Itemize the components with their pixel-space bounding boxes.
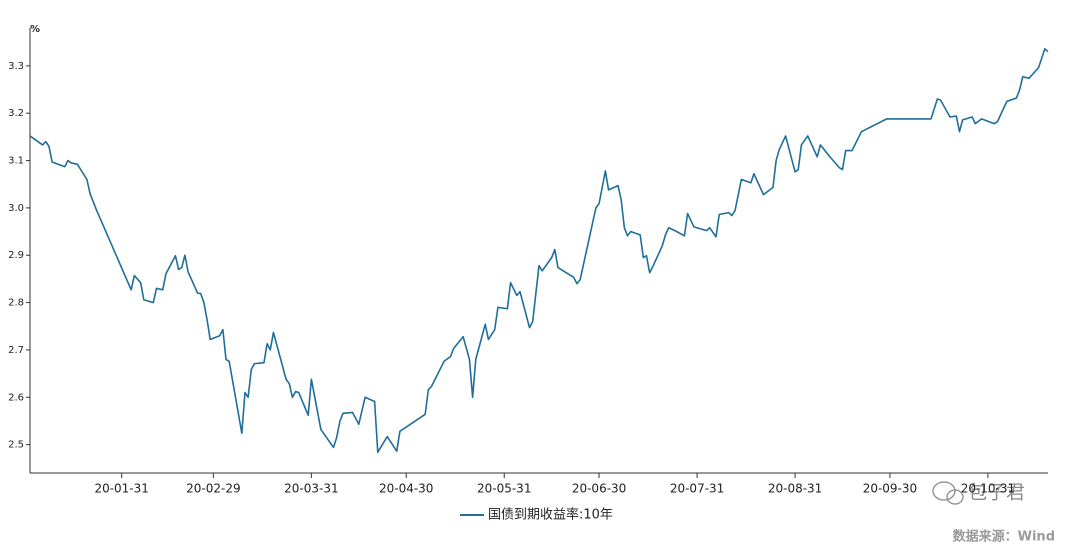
y-tick-label: 3.3 — [8, 61, 24, 72]
unit-label: % — [30, 24, 40, 35]
y-tick-label: 3.2 — [8, 108, 24, 119]
y-tick-label: 2.5 — [8, 440, 24, 451]
x-tick-label: 20-01-31 — [94, 482, 148, 496]
y-tick-label: 3.1 — [8, 156, 24, 167]
x-tick-label: 20-06-30 — [572, 482, 626, 496]
source-note: 数据来源：Wind — [953, 529, 1055, 545]
y-tick-label: 3.0 — [8, 203, 24, 214]
x-tick-label: 20-04-30 — [379, 482, 433, 496]
y-tick-label: 2.6 — [8, 392, 24, 403]
x-tick-label: 20-08-31 — [768, 482, 822, 496]
y-tick-label: 2.8 — [8, 298, 24, 309]
x-tick-label: 20-05-31 — [477, 482, 531, 496]
series-line — [29, 48, 1049, 453]
x-tick-label: 20-02-29 — [186, 482, 240, 496]
y-tick-label: 2.9 — [8, 250, 24, 261]
x-tick-label: 20-10-31 — [961, 482, 1015, 496]
watermark-logo — [932, 481, 964, 505]
watermark: 包子君 — [968, 482, 1025, 504]
x-tick-label: 20-09-30 — [863, 482, 917, 496]
x-tick-label: 20-03-31 — [284, 482, 338, 496]
y-tick-label: 2.7 — [8, 345, 24, 356]
legend-label: 国债到期收益率:10年 — [488, 507, 613, 523]
x-tick-label: 20-07-31 — [670, 482, 724, 496]
